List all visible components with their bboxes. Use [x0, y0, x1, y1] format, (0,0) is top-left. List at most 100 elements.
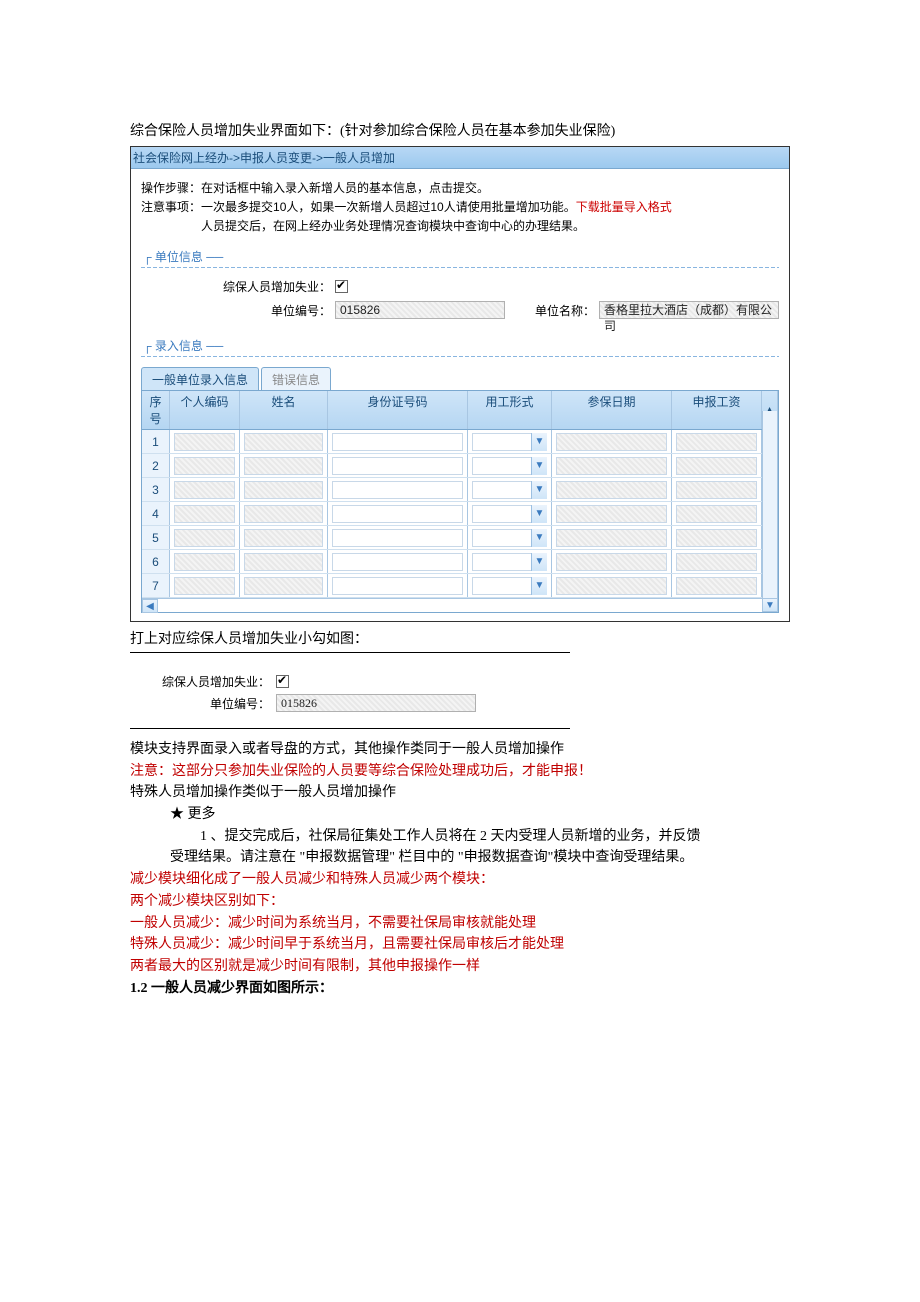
cell-id-number[interactable]: [328, 478, 468, 501]
cell-name[interactable]: [240, 550, 328, 573]
divider: [130, 728, 570, 729]
personnel-grid: 序号 个人编码 姓名 身份证号码 用工形式 参保日期 申报工资 ▲ 1▼2▼3▼…: [141, 390, 779, 613]
col-personal-code: 个人编码: [170, 391, 240, 429]
op-label: 操作步骤：: [141, 181, 201, 195]
cell-personal-code[interactable]: [170, 454, 240, 477]
breadcrumb: 社会保险网上经办->申报人员变更->一般人员增加: [131, 147, 789, 169]
cell-insure-date[interactable]: [552, 574, 672, 597]
detail-add-unemp-checkbox[interactable]: [276, 675, 289, 688]
reduce-note-1: 减少模块细化成了一般人员减少和特殊人员减少两个模块：: [130, 869, 790, 891]
table-row: 5▼: [142, 526, 762, 550]
scroll-left-icon[interactable]: ◀: [142, 599, 158, 613]
table-row: 1▼: [142, 430, 762, 454]
row-seq: 2: [142, 454, 170, 477]
divider: [141, 267, 779, 268]
op-steps: 操作步骤：在对话框中输入录入新增人员的基本信息，点击提交。: [141, 179, 779, 196]
cell-id-number[interactable]: [328, 502, 468, 525]
tab-error-info[interactable]: 错误信息: [261, 367, 331, 390]
reduce-note-5: 两者最大的区别就是减少时间有限制，其他申报操作一样: [130, 956, 790, 978]
cell-id-number[interactable]: [328, 454, 468, 477]
divider: [130, 652, 570, 653]
cell-employment-type[interactable]: ▼: [468, 478, 552, 501]
cell-name[interactable]: [240, 478, 328, 501]
cell-declared-wage[interactable]: [672, 454, 762, 477]
cell-personal-code[interactable]: [170, 550, 240, 573]
note-line-1: 注意事项：一次最多提交10人，如果一次新增人员超过10人请使用批量增加功能。下载…: [141, 198, 779, 215]
entry-info-legend: ┌ 录入信息 ──: [141, 337, 779, 354]
col-insure-date: 参保日期: [552, 391, 672, 429]
cell-name[interactable]: [240, 526, 328, 549]
intro-text: 综合保险人员增加失业界面如下：(针对参加综合保险人员在基本参加失业保险): [130, 120, 790, 140]
download-template-link[interactable]: 下载批量导入格式: [576, 200, 672, 214]
dropdown-icon[interactable]: ▼: [531, 553, 547, 571]
paragraph-1: 模块支持界面录入或者导盘的方式，其他操作类同于一般人员增加操作: [130, 739, 790, 761]
detail-code-label: 单位编号：: [130, 695, 270, 712]
cell-name[interactable]: [240, 430, 328, 453]
screenshot-checkbox-detail: 综保人员增加失业： 单位编号： 015826: [130, 663, 570, 724]
add-unemp-checkbox-label: 综保人员增加失业：: [201, 278, 331, 295]
vertical-scrollbar[interactable]: [762, 411, 778, 598]
col-employment-type: 用工形式: [468, 391, 552, 429]
tab-general-entry[interactable]: 一般单位录入信息: [141, 367, 259, 390]
divider: [141, 356, 779, 357]
unit-name-input: 香格里拉大酒店（成都）有限公司: [599, 301, 779, 319]
note-line-2: 人员提交后，在网上经办业务处理情况查询模块中查询中心的办理结果。: [141, 217, 779, 234]
cell-id-number[interactable]: [328, 526, 468, 549]
scroll-down-icon[interactable]: ▼: [762, 598, 778, 612]
unit-info-legend: ┌ 单位信息 ──: [141, 248, 779, 265]
cell-declared-wage[interactable]: [672, 574, 762, 597]
dropdown-icon[interactable]: ▼: [531, 433, 547, 451]
cell-employment-type[interactable]: ▼: [468, 574, 552, 597]
row-seq: 1: [142, 430, 170, 453]
cell-declared-wage[interactable]: [672, 430, 762, 453]
cell-personal-code[interactable]: [170, 526, 240, 549]
cell-personal-code[interactable]: [170, 430, 240, 453]
cell-name[interactable]: [240, 454, 328, 477]
cell-employment-type[interactable]: ▼: [468, 454, 552, 477]
dropdown-icon[interactable]: ▼: [531, 577, 547, 595]
detail-unit-code-input: 015826: [276, 694, 476, 712]
detail-chk-label: 综保人员增加失业：: [130, 673, 270, 690]
cell-personal-code[interactable]: [170, 478, 240, 501]
cell-employment-type[interactable]: ▼: [468, 502, 552, 525]
col-seq: 序号: [142, 391, 170, 429]
cell-insure-date[interactable]: [552, 478, 672, 501]
row-seq: 6: [142, 550, 170, 573]
add-unemp-checkbox[interactable]: [335, 280, 348, 293]
row-seq: 3: [142, 478, 170, 501]
cell-insure-date[interactable]: [552, 550, 672, 573]
more-item-1b: 受理结果。请注意在 "申报数据管理" 栏目中的 "申报数据查询"模块中查询受理结…: [170, 847, 790, 869]
cell-employment-type[interactable]: ▼: [468, 526, 552, 549]
cell-declared-wage[interactable]: [672, 478, 762, 501]
cell-declared-wage[interactable]: [672, 526, 762, 549]
op-text: 在对话框中输入录入新增人员的基本信息，点击提交。: [201, 181, 489, 195]
screenshot-add-personnel: 社会保险网上经办->申报人员变更->一般人员增加 操作步骤：在对话框中输入录入新…: [130, 146, 790, 622]
cell-name[interactable]: [240, 574, 328, 597]
unit-code-input: 015826: [335, 301, 505, 319]
cell-employment-type[interactable]: ▼: [468, 430, 552, 453]
dropdown-icon[interactable]: ▼: [531, 529, 547, 547]
cell-insure-date[interactable]: [552, 430, 672, 453]
row-seq: 4: [142, 502, 170, 525]
reduce-note-4: 特殊人员减少：减少时间早于系统当月，且需要社保局审核后才能处理: [130, 934, 790, 956]
cell-declared-wage[interactable]: [672, 502, 762, 525]
table-row: 4▼: [142, 502, 762, 526]
cell-name[interactable]: [240, 502, 328, 525]
cell-id-number[interactable]: [328, 430, 468, 453]
cell-id-number[interactable]: [328, 574, 468, 597]
dropdown-icon[interactable]: ▼: [531, 481, 547, 499]
col-name: 姓名: [240, 391, 328, 429]
cell-id-number[interactable]: [328, 550, 468, 573]
cell-insure-date[interactable]: [552, 526, 672, 549]
cell-insure-date[interactable]: [552, 454, 672, 477]
row-seq: 5: [142, 526, 170, 549]
cell-declared-wage[interactable]: [672, 550, 762, 573]
dropdown-icon[interactable]: ▼: [531, 457, 547, 475]
cell-personal-code[interactable]: [170, 574, 240, 597]
reduce-note-2: 两个减少模块区别如下：: [130, 891, 790, 913]
cell-insure-date[interactable]: [552, 502, 672, 525]
more-heading: ★ 更多: [170, 804, 790, 826]
cell-employment-type[interactable]: ▼: [468, 550, 552, 573]
dropdown-icon[interactable]: ▼: [531, 505, 547, 523]
cell-personal-code[interactable]: [170, 502, 240, 525]
